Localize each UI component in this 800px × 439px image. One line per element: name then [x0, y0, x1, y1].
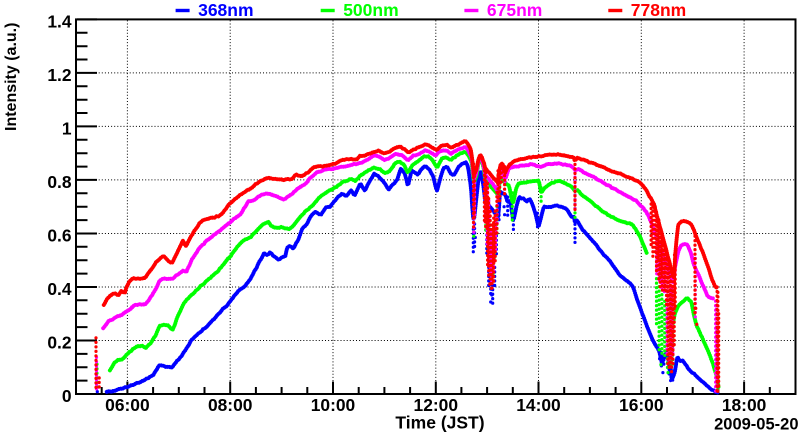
svg-text:1.4: 1.4: [47, 12, 72, 32]
svg-text:Time (JST): Time (JST): [395, 413, 484, 433]
svg-text:0.8: 0.8: [47, 172, 72, 192]
svg-text:14:00: 14:00: [516, 395, 560, 415]
svg-text:0: 0: [62, 386, 72, 406]
svg-text:18:00: 18:00: [722, 395, 766, 415]
svg-text:778nm: 778nm: [631, 0, 686, 20]
svg-text:0.2: 0.2: [47, 333, 71, 353]
svg-text:0.4: 0.4: [47, 279, 72, 299]
svg-text:06:00: 06:00: [105, 395, 149, 415]
svg-text:0.6: 0.6: [47, 226, 72, 246]
svg-text:16:00: 16:00: [619, 395, 663, 415]
svg-text:2009-05-20: 2009-05-20: [714, 415, 798, 433]
svg-text:368nm: 368nm: [198, 0, 253, 20]
svg-text:10:00: 10:00: [311, 395, 355, 415]
svg-text:1: 1: [62, 119, 72, 139]
svg-text:Intensity (a.u.): Intensity (a.u.): [3, 23, 20, 131]
svg-text:1.2: 1.2: [47, 65, 71, 85]
svg-text:12:00: 12:00: [414, 395, 458, 415]
svg-text:500nm: 500nm: [343, 0, 398, 20]
svg-text:675nm: 675nm: [487, 0, 542, 20]
svg-text:08:00: 08:00: [208, 395, 252, 415]
